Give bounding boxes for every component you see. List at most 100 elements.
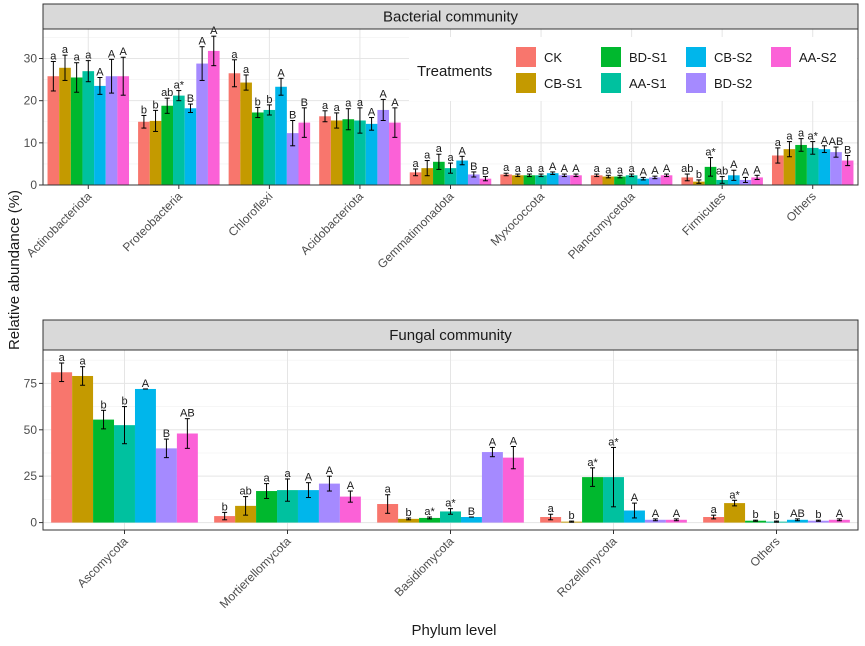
bar <box>830 152 842 185</box>
significance-label: a <box>59 352 66 364</box>
bar <box>724 503 746 523</box>
bar <box>277 490 298 523</box>
x-tick-label: Firmicutes <box>679 189 728 238</box>
significance-label: A <box>458 145 466 157</box>
bar <box>298 122 311 185</box>
significance-label: a <box>786 131 793 143</box>
y-tick-label: 10 <box>24 136 38 150</box>
significance-label: b <box>696 169 702 181</box>
bar <box>207 50 220 186</box>
significance-label: a <box>243 64 250 76</box>
significance-label: a* <box>808 131 819 143</box>
bar <box>82 71 95 185</box>
significance-label: ab <box>161 87 173 99</box>
significance-label: B <box>468 506 475 518</box>
significance-label: A <box>391 97 399 109</box>
panel-strip <box>42 3 859 30</box>
significance-label: B <box>482 166 489 178</box>
legend-swatch <box>516 47 536 67</box>
significance-label: a* <box>174 80 185 92</box>
significance-label: A <box>96 66 104 78</box>
significance-label: ab <box>716 166 728 178</box>
significance-label: a <box>357 97 364 109</box>
significance-label: a <box>74 52 81 64</box>
significance-label: a <box>538 163 545 175</box>
bar <box>660 175 673 185</box>
bar <box>256 491 278 523</box>
bar <box>59 67 71 185</box>
significance-label: A <box>305 472 313 484</box>
bar <box>841 160 854 185</box>
significance-label: a <box>503 162 510 174</box>
x-tick-label: Planctomycetota <box>565 189 638 262</box>
bar <box>161 105 174 185</box>
significance-label: A <box>277 67 285 79</box>
bar <box>500 174 512 185</box>
bar <box>511 175 524 185</box>
x-tick-label: Rozellomycota <box>554 534 620 600</box>
legend-swatch <box>601 47 621 67</box>
bar <box>614 176 626 185</box>
significance-label: a <box>526 163 533 175</box>
legend-swatch <box>686 73 706 93</box>
legend-swatch <box>686 47 706 67</box>
bar <box>339 496 361 523</box>
significance-label: a <box>345 98 352 110</box>
bar <box>582 477 604 523</box>
bar <box>149 120 162 185</box>
bar <box>818 149 831 185</box>
significance-label: a* <box>587 457 598 469</box>
y-tick-label: 75 <box>24 376 38 390</box>
legend: Treatments CK CB-S1 BD-S1 AA-S1 CB-S2 BD-S2 AA… <box>409 37 857 101</box>
bar <box>297 490 319 523</box>
bar <box>228 73 241 185</box>
significance-label: a <box>711 504 718 516</box>
significance-label: a <box>385 484 392 496</box>
bar <box>196 63 208 186</box>
significance-label: A <box>561 163 569 175</box>
significance-label: A <box>120 46 128 58</box>
significance-label: A <box>210 25 218 37</box>
panel-border <box>42 28 859 186</box>
significance-label: a <box>515 163 522 175</box>
bar <box>176 433 198 523</box>
significance-label: a <box>424 150 431 162</box>
significance-label: b <box>815 509 821 521</box>
significance-label: ab <box>239 486 251 498</box>
legend-swatch <box>771 47 791 67</box>
significance-label: A <box>730 159 738 171</box>
significance-label: A <box>198 36 206 48</box>
y-tick-label: 25 <box>24 469 38 483</box>
significance-label: b <box>266 94 272 106</box>
bar <box>93 419 115 523</box>
bar <box>502 457 524 523</box>
y-tick-label: 30 <box>24 52 38 66</box>
panel-title: Fungal community <box>389 327 512 344</box>
significance-label: A <box>326 465 334 477</box>
bar <box>649 177 661 185</box>
x-tick-label: Actinobacteriota <box>24 189 95 260</box>
x-tick-label: Proteobacteria <box>120 189 185 254</box>
bar <box>389 122 401 185</box>
bar <box>330 120 343 185</box>
bar <box>70 77 83 185</box>
significance-label: A <box>142 378 150 390</box>
significance-label: A <box>651 165 659 177</box>
x-tick-label: Basidiomycota <box>392 534 457 599</box>
significance-label: a* <box>608 436 619 448</box>
bar <box>602 176 615 185</box>
significance-label: b <box>406 507 412 519</box>
x-tick-label: Gemmatimonadota <box>375 189 457 271</box>
bar <box>460 517 482 523</box>
legend-title: Treatments <box>417 63 492 80</box>
bar <box>467 174 480 185</box>
bar <box>138 121 150 185</box>
bar <box>105 76 118 185</box>
significance-label: a <box>284 468 291 480</box>
bar <box>184 108 197 185</box>
significance-label: a <box>62 44 69 56</box>
bar <box>523 175 536 185</box>
bar <box>377 109 390 185</box>
bar <box>481 452 503 523</box>
